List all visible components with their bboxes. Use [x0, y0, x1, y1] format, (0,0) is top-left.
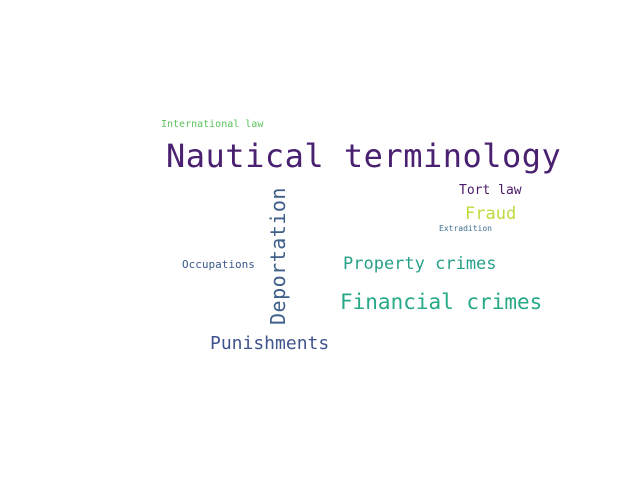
word-international-law: International law [161, 119, 264, 130]
word-extradition: Extradition [439, 224, 492, 233]
word-fraud: Fraud [465, 204, 517, 224]
word-deportation: Deportation [266, 187, 290, 325]
word-property-crimes: Property crimes [343, 254, 497, 274]
word-tort-law: Tort law [459, 183, 522, 198]
word-punishments: Punishments [210, 333, 330, 354]
word-occupations: Occupations [182, 258, 255, 271]
word-nautical-terminology: Nautical terminology [166, 137, 562, 175]
word-financial-crimes: Financial crimes [340, 290, 543, 314]
